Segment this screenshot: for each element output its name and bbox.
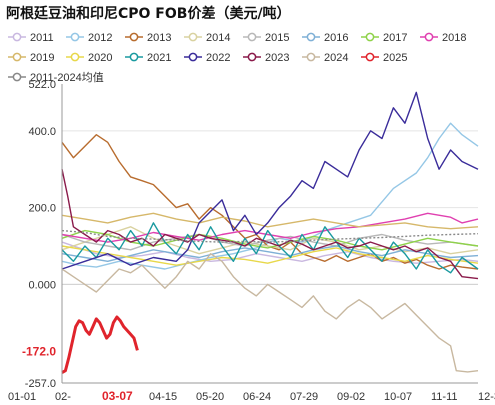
legend-label: 2019 bbox=[30, 52, 54, 64]
legend-item-2011-2024[interactable]: 2011-2024均值 bbox=[8, 71, 104, 84]
x-tick-label: 11-11 bbox=[431, 391, 458, 403]
legend-item-2014[interactable]: 2014 bbox=[184, 32, 230, 44]
legend-item-2022[interactable]: 2022 bbox=[184, 52, 230, 64]
legend-item-2019[interactable]: 2019 bbox=[8, 52, 54, 64]
chart-title: 阿根廷豆油和印尼CPO FOB价差（美元/吨） bbox=[6, 6, 291, 22]
legend-label: 2024 bbox=[324, 52, 348, 64]
legend-label: 2022 bbox=[206, 52, 230, 64]
grid bbox=[62, 130, 478, 285]
x-tick-label: 10-07 bbox=[384, 391, 412, 403]
legend-item-2023[interactable]: 2023 bbox=[243, 52, 289, 64]
series-line-2015 bbox=[61, 233, 479, 251]
latest-value-box bbox=[10, 341, 58, 359]
legend-label: 2011 bbox=[30, 32, 54, 44]
series-line-2011-2024 bbox=[61, 229, 479, 243]
legend-label: 2014 bbox=[206, 32, 230, 44]
x-tick-label: 05-20 bbox=[196, 391, 224, 403]
legend-item-2017[interactable]: 2017 bbox=[361, 32, 407, 44]
series-line-2018 bbox=[61, 212, 479, 243]
y-tick-label: 0.000 bbox=[28, 279, 56, 291]
legend-label: 2012 bbox=[88, 32, 112, 44]
x-tick-label: 12-31 bbox=[478, 391, 495, 403]
legend-item-2016[interactable]: 2016 bbox=[302, 32, 348, 44]
legend-label: 2025 bbox=[383, 52, 407, 64]
series-line-2021 bbox=[61, 222, 479, 274]
legend-item-2013[interactable]: 2013 bbox=[125, 32, 171, 44]
y-tick-label: 522.0 bbox=[28, 79, 56, 91]
y-tick-label: -257.0 bbox=[25, 378, 56, 390]
x-tick-label: 09-02 bbox=[337, 391, 365, 403]
legend-label: 2020 bbox=[88, 52, 112, 64]
series-line-2020 bbox=[61, 245, 479, 266]
legend-item-2018[interactable]: 2018 bbox=[420, 32, 466, 44]
series-line-2019 bbox=[61, 212, 479, 230]
y-tick-label: 200.0 bbox=[28, 203, 56, 215]
x-tick-label: 04-15 bbox=[149, 391, 177, 403]
series-layer bbox=[61, 91, 479, 374]
series-line-2022 bbox=[61, 91, 479, 270]
legend-item-2021[interactable]: 2021 bbox=[125, 52, 171, 64]
latest-value-label: -172.0 bbox=[22, 344, 56, 358]
legend-label: 2011-2024均值 bbox=[30, 71, 104, 84]
x-tick-label: 06-24 bbox=[243, 391, 271, 403]
legend-item-2025[interactable]: 2025 bbox=[361, 52, 407, 64]
x-tick-label: 01-01 bbox=[8, 391, 36, 403]
y-tick-label: 400.0 bbox=[28, 126, 56, 138]
series-line-2016 bbox=[61, 245, 479, 262]
legend-item-2011[interactable]: 2011 bbox=[8, 32, 54, 44]
legend-item-2015[interactable]: 2015 bbox=[243, 32, 289, 44]
legend-label: 2021 bbox=[147, 52, 171, 64]
legend-item-2012[interactable]: 2012 bbox=[66, 32, 112, 44]
x-tick-label: 03-07 bbox=[102, 389, 133, 403]
series-line-2014 bbox=[61, 226, 479, 255]
legend-item-2020[interactable]: 2020 bbox=[66, 52, 112, 64]
legend-item-2024[interactable]: 2024 bbox=[302, 52, 348, 64]
series-line-2025 bbox=[61, 315, 139, 374]
legend-label: 2013 bbox=[147, 32, 171, 44]
x-tick-label: 02- bbox=[55, 391, 71, 403]
axis-layer: 522.0 400.0 200.0 0.000 -257.001-01 02- 03-07 0… bbox=[8, 79, 495, 403]
legend-label: 2017 bbox=[383, 32, 407, 44]
legend-label: 2023 bbox=[265, 52, 289, 64]
legend-label: 2015 bbox=[265, 32, 289, 44]
legend: 2011 2012 2013 2014 2015 2016 2017 2018 2019 2020… bbox=[8, 32, 466, 84]
x-tick-label: 07-29 bbox=[290, 391, 318, 403]
legend-label: 2018 bbox=[442, 32, 466, 44]
series-line-2023 bbox=[61, 169, 479, 280]
series-line-2024 bbox=[61, 252, 479, 373]
legend-label: 2016 bbox=[324, 32, 348, 44]
